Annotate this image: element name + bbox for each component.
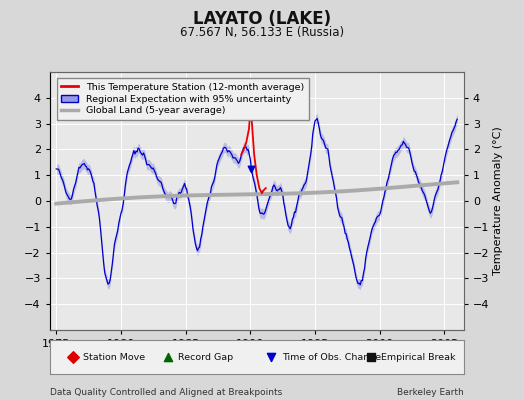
Y-axis label: Temperature Anomaly (°C): Temperature Anomaly (°C) xyxy=(494,127,504,275)
Text: Empirical Break: Empirical Break xyxy=(381,352,455,362)
Legend: This Temperature Station (12-month average), Regional Expectation with 95% uncer: This Temperature Station (12-month avera… xyxy=(57,78,309,120)
Text: Data Quality Controlled and Aligned at Breakpoints: Data Quality Controlled and Aligned at B… xyxy=(50,388,282,397)
Text: Record Gap: Record Gap xyxy=(178,352,233,362)
Text: LAYATO (LAKE): LAYATO (LAKE) xyxy=(193,10,331,28)
Text: Berkeley Earth: Berkeley Earth xyxy=(397,388,464,397)
Text: Station Move: Station Move xyxy=(83,352,145,362)
Text: 67.567 N, 56.133 E (Russia): 67.567 N, 56.133 E (Russia) xyxy=(180,26,344,39)
Point xyxy=(247,166,255,172)
Text: Time of Obs. Change: Time of Obs. Change xyxy=(281,352,381,362)
Point xyxy=(460,199,468,206)
